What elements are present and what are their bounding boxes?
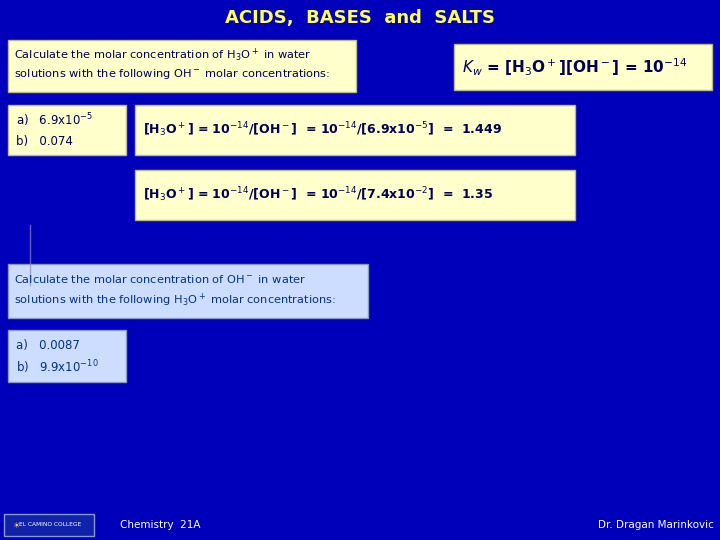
Text: Calculate the molar concentration of OH$^-$ in water: Calculate the molar concentration of OH$… (14, 273, 306, 285)
FancyBboxPatch shape (135, 170, 575, 220)
Text: Calculate the molar concentration of H$_3$O$^+$ in water: Calculate the molar concentration of H$_… (14, 46, 312, 64)
Text: ACIDS,  BASES  and  SALTS: ACIDS, BASES and SALTS (225, 9, 495, 27)
FancyBboxPatch shape (4, 514, 94, 536)
Text: a)   6.9x10$^{-5}$: a) 6.9x10$^{-5}$ (16, 111, 93, 129)
Text: solutions with the following H$_3$O$^+$ molar concentrations:: solutions with the following H$_3$O$^+$ … (14, 292, 336, 309)
FancyBboxPatch shape (8, 40, 356, 92)
Text: solutions with the following OH$^-$ molar concentrations:: solutions with the following OH$^-$ mola… (14, 67, 330, 81)
Text: b)   0.074: b) 0.074 (16, 134, 73, 147)
Text: b)   9.9x10$^{-10}$: b) 9.9x10$^{-10}$ (16, 358, 99, 376)
Text: EL CAMINO COLLEGE: EL CAMINO COLLEGE (19, 523, 81, 528)
FancyBboxPatch shape (8, 105, 126, 155)
FancyBboxPatch shape (135, 105, 575, 155)
FancyBboxPatch shape (8, 330, 126, 382)
Text: [H$_3$O$^+$] = 10$^{-14}$/[OH$^-$]  = 10$^{-14}$/[6.9x10$^{-5}$]  =  1.449: [H$_3$O$^+$] = 10$^{-14}$/[OH$^-$] = 10$… (143, 120, 502, 139)
Text: $\mathit{K}_w$ = [H$_3$O$^+$][OH$^-$] = 10$^{-14}$: $\mathit{K}_w$ = [H$_3$O$^+$][OH$^-$] = … (462, 56, 688, 78)
Text: Dr. Dragan Marinkovic: Dr. Dragan Marinkovic (598, 520, 714, 530)
FancyBboxPatch shape (8, 264, 368, 318)
Text: a)   0.0087: a) 0.0087 (16, 339, 80, 352)
Text: Chemistry  21A: Chemistry 21A (120, 520, 200, 530)
Text: ☀: ☀ (12, 521, 19, 530)
FancyBboxPatch shape (454, 44, 712, 90)
Text: [H$_3$O$^+$] = 10$^{-14}$/[OH$^-$]  = 10$^{-14}$/[7.4x10$^{-2}$]  =  1.35: [H$_3$O$^+$] = 10$^{-14}$/[OH$^-$] = 10$… (143, 186, 493, 204)
